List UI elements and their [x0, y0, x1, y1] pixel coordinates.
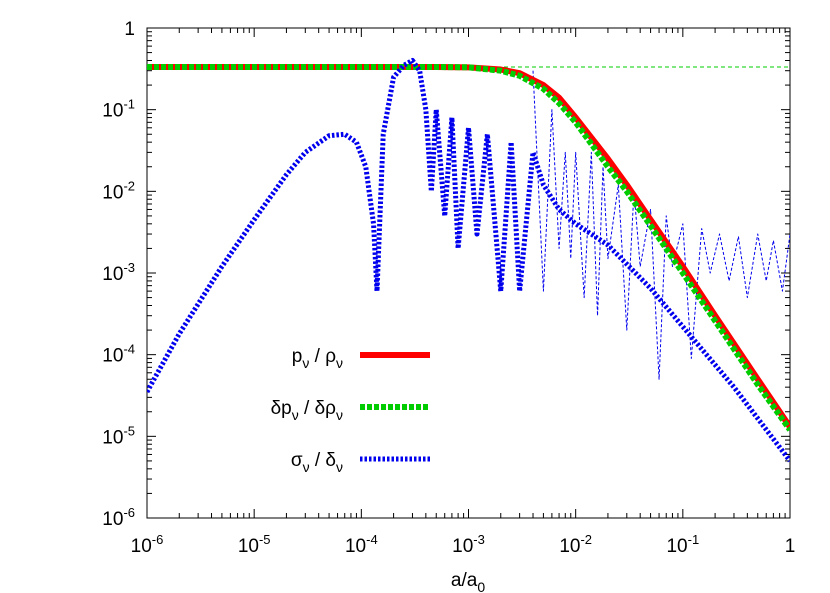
series-line-p-over-rho: [147, 64, 790, 429]
legend: pν / ρν δpν / δρν σν / δν: [271, 346, 430, 475]
x-tick-label: 1: [785, 536, 796, 557]
legend-label-dp-over-drho: δpν / δρν: [271, 398, 343, 423]
y-tick-label: 10-2: [102, 178, 135, 203]
axis-ticks: [146, 27, 791, 519]
series-line-sigma-over-delta-oscillation: [532, 70, 790, 380]
series-layer: [147, 58, 790, 463]
y-tick-label: 10-1: [102, 97, 135, 122]
x-tick-label: 10-2: [559, 532, 592, 557]
series-line-sigma-over-delta: [147, 58, 790, 463]
series-line-dp-over-drho: [147, 64, 790, 432]
legend-label-sigma-over-delta: σν / δν: [291, 450, 343, 475]
x-axis-label: a/a0: [451, 570, 485, 593]
plot-frame: [146, 27, 791, 519]
x-tick-label: 10-4: [345, 532, 378, 557]
x-tick-label: 10-1: [666, 532, 699, 557]
y-tick-label: 1: [124, 19, 135, 40]
x-tick-label: 10-3: [452, 532, 485, 557]
y-tick-label: 10-5: [102, 423, 135, 448]
x-tick-label: 10-6: [131, 532, 164, 557]
y-tick-label: 10-3: [102, 260, 135, 285]
legend-label-p-over-rho: pν / ρν: [292, 346, 343, 371]
y-tick-label: 10-6: [102, 505, 135, 530]
y-tick-label: 10-4: [102, 342, 135, 367]
tick-labels: 10-6 10-5 10-4 10-3 10-2 10-1 1 10-6 10-5 10-4 10-…: [102, 19, 795, 557]
x-tick-label: 10-5: [238, 532, 271, 557]
